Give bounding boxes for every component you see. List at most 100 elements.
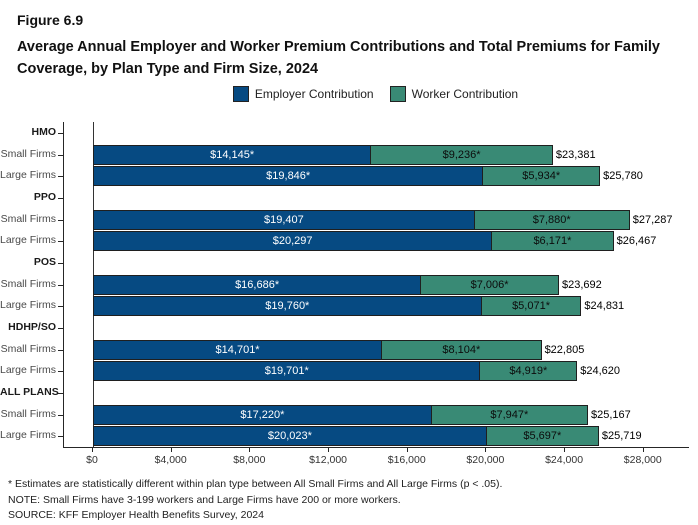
y-axis-tick xyxy=(58,197,63,199)
legend-label-worker: Worker Contribution xyxy=(411,87,519,101)
total-premium-label: $22,805 xyxy=(544,343,585,356)
y-axis-tick xyxy=(58,327,63,329)
x-axis-tick xyxy=(249,448,251,452)
firm-size-label-large-firms: Large Firms xyxy=(0,299,57,312)
y-axis-labels: HMO Small Firms Large Firms PPO Small Firms L… xyxy=(0,122,63,447)
x-axis-tick-label: $8,000 xyxy=(233,454,266,466)
x-axis-tick-label: $16,000 xyxy=(387,454,426,466)
legend: Employer Contribution Worker Contributio… xyxy=(63,86,688,102)
total-premium-label: $25,719 xyxy=(601,430,642,443)
plan-type-label-hdhp-so: HDHP/SO xyxy=(8,321,56,333)
y-axis-tick xyxy=(58,176,63,178)
footnote-significance: * Estimates are statistically different … xyxy=(8,478,503,490)
bar-all-plans-large-firms: $20,023* $5,697* $25,719 xyxy=(93,426,642,447)
firm-size-label-small-firms: Small Firms xyxy=(0,212,56,225)
employer-contribution-segment: $14,701* xyxy=(93,339,383,360)
total-premium-label: $26,467 xyxy=(616,235,657,248)
x-axis-tick xyxy=(485,448,487,452)
employer-swatch-icon xyxy=(232,86,249,102)
x-axis-tick-label: $20,000 xyxy=(466,454,505,466)
y-axis-tick xyxy=(58,132,63,134)
x-axis-tick-label: $12,000 xyxy=(309,454,348,466)
worker-contribution-segment: $6,171* xyxy=(491,231,614,252)
x-axis-tick xyxy=(170,448,172,452)
worker-contribution-segment: $7,947* xyxy=(430,404,589,425)
firm-size-label-small-firms: Small Firms xyxy=(0,277,56,290)
x-axis-tick-label: $0 xyxy=(86,454,98,466)
worker-contribution-segment: $7,880* xyxy=(473,209,630,230)
total-premium-label: $25,780 xyxy=(603,170,643,183)
y-axis-tick xyxy=(58,241,63,243)
total-premium-label: $25,167 xyxy=(591,408,631,421)
total-premium-label: $27,287 xyxy=(632,213,673,226)
employer-contribution-segment: $17,220* xyxy=(93,404,432,425)
y-axis-tick xyxy=(58,154,63,156)
y-axis-tick xyxy=(58,371,63,373)
total-premium-label: $24,620 xyxy=(580,365,621,378)
plan-type-label-hmo: HMO xyxy=(31,126,57,138)
y-axis-tick xyxy=(58,392,63,394)
employer-contribution-segment: $19,846* xyxy=(93,166,484,187)
firm-size-label-large-firms: Large Firms xyxy=(0,364,57,377)
employer-contribution-segment: $16,686* xyxy=(93,274,422,295)
bar-pos-large-firms: $19,760* $5,071* $24,831 xyxy=(93,296,624,317)
employer-contribution-segment: $19,760* xyxy=(93,296,482,317)
bar-all-plans-small-firms: $17,220* $7,947* $25,167 xyxy=(93,404,631,425)
total-premium-label: $23,692 xyxy=(562,278,602,291)
plot-panel: $14,145* $9,236* $23,381 $19,846* $5,934* $25… xyxy=(63,122,689,448)
legend-item-worker: Worker Contribution xyxy=(389,86,519,102)
bar-ppo-large-firms: $20,297 $6,171* $26,467 xyxy=(93,231,656,252)
bar-hmo-large-firms: $19,846* $5,934* $25,780 xyxy=(93,166,643,187)
x-axis-tick xyxy=(328,448,330,452)
employer-contribution-segment: $14,145* xyxy=(93,144,372,165)
employer-contribution-segment: $20,297 xyxy=(93,231,493,252)
x-axis: $0 $4,000 $8,000 $12,000 $16,000 $20,000 $24,0… xyxy=(63,448,688,474)
chart-area: HMO Small Firms Large Firms PPO Small Firms L… xyxy=(0,122,698,482)
x-axis-tick xyxy=(564,448,566,452)
figure-title: Average Annual Employer and Worker Premi… xyxy=(17,39,660,77)
employer-contribution-segment: $19,407 xyxy=(93,209,475,230)
firm-size-label-small-firms: Small Firms xyxy=(0,147,56,160)
total-premium-label: $24,831 xyxy=(584,300,625,313)
worker-contribution-segment: $4,919* xyxy=(479,361,578,382)
y-axis-tick xyxy=(58,284,63,286)
firm-size-label-small-firms: Small Firms xyxy=(0,342,56,355)
worker-contribution-segment: $9,236* xyxy=(370,144,553,165)
footnote-note: NOTE: Small Firms have 3-199 workers and… xyxy=(8,493,401,506)
y-axis-tick xyxy=(58,414,63,416)
x-axis-tick-label: $4,000 xyxy=(154,454,187,466)
y-axis-tick xyxy=(58,436,63,438)
firm-size-label-large-firms: Large Firms xyxy=(0,429,57,442)
bar-pos-small-firms: $16,686* $7,006* $23,692 xyxy=(93,274,602,295)
bar-hmo-small-firms: $14,145* $9,236* $23,381 xyxy=(93,144,596,165)
worker-contribution-segment: $5,934* xyxy=(482,166,601,187)
firm-size-label-large-firms: Large Firms xyxy=(0,169,57,182)
plan-type-label-pos: POS xyxy=(33,256,56,268)
y-axis-tick xyxy=(58,262,63,264)
x-axis-tick xyxy=(406,448,408,452)
x-axis-tick-label: $28,000 xyxy=(623,454,662,466)
worker-contribution-segment: $7,006* xyxy=(420,274,559,295)
y-axis-tick xyxy=(58,219,63,221)
x-axis-tick-label: $24,000 xyxy=(545,454,584,466)
bar-ppo-small-firms: $19,407 $7,880* $27,287 xyxy=(93,209,672,230)
bar-hdhp-so-large-firms: $19,701* $4,919* $24,620 xyxy=(93,361,620,382)
firm-size-label-large-firms: Large Firms xyxy=(0,234,57,247)
worker-contribution-segment: $8,104* xyxy=(381,339,542,360)
bar-hdhp-so-small-firms: $14,701* $8,104* $22,805 xyxy=(93,339,584,360)
worker-swatch-icon xyxy=(389,86,406,102)
x-axis-tick xyxy=(642,448,644,452)
plan-type-label-ppo: PPO xyxy=(33,191,56,203)
legend-item-employer: Employer Contribution xyxy=(232,86,374,102)
firm-size-label-small-firms: Small Firms xyxy=(0,407,56,420)
figure-label: Figure 6.9 xyxy=(17,12,84,28)
employer-contribution-segment: $19,701* xyxy=(93,361,481,382)
footnotes: * Estimates are statistically different … xyxy=(8,477,502,524)
x-axis-tick xyxy=(92,448,93,452)
worker-contribution-segment: $5,071* xyxy=(480,296,582,317)
y-axis-tick xyxy=(58,306,63,308)
legend-label-employer: Employer Contribution xyxy=(254,87,374,101)
employer-contribution-segment: $20,023* xyxy=(93,426,487,447)
plan-type-label-all-plans: ALL PLANS xyxy=(0,386,59,398)
